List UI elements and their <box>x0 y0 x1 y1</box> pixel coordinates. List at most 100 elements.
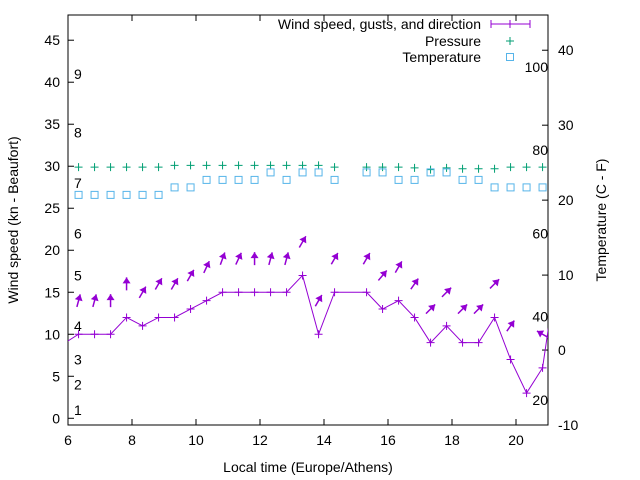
temperature-point <box>154 190 163 199</box>
y-tick-label: 25 <box>44 200 60 216</box>
temperature-point <box>410 175 419 184</box>
pressure-point <box>202 161 211 170</box>
temperature-point <box>442 168 451 177</box>
gust-arrow-head <box>444 287 452 295</box>
gust-arrow-head <box>411 278 419 286</box>
fahrenheit-label: 100 <box>525 59 549 75</box>
plot-area <box>68 161 548 398</box>
wind-speed-point <box>122 313 131 322</box>
y2-tick-label: 10 <box>558 267 574 283</box>
y-tick-label: 45 <box>44 32 60 48</box>
y2-tick-label: 20 <box>558 192 574 208</box>
pressure-point <box>506 163 515 172</box>
temperature-point <box>138 190 147 199</box>
fahrenheit-label: 80 <box>532 142 548 158</box>
y2-tick-label: 40 <box>558 42 574 58</box>
beaufort-label: 7 <box>74 175 82 191</box>
gust-arrow <box>282 252 291 266</box>
gust-arrow-head <box>331 253 339 261</box>
wind-speed-point <box>506 355 515 364</box>
legend-label: Pressure <box>425 33 481 49</box>
pressure-point <box>74 163 83 172</box>
wind-speed-point <box>186 305 195 314</box>
y2-tick-label: 0 <box>558 342 566 358</box>
gust-arrow <box>457 303 468 315</box>
gust-arrow <box>410 278 419 290</box>
wind-speed-point <box>474 338 483 347</box>
gust-arrow-head <box>299 236 307 244</box>
temperature-point <box>250 175 259 184</box>
wind-speed-point <box>266 288 275 297</box>
temperature-point <box>474 175 483 184</box>
x-tick-label: 6 <box>64 432 72 448</box>
beaufort-label: 4 <box>74 318 82 334</box>
x-tick-label: 20 <box>508 432 524 448</box>
wind-speed-point <box>106 330 115 339</box>
y-tick-label: 10 <box>44 326 60 342</box>
gust-arrow-head <box>122 277 131 284</box>
gust-arrow <box>218 252 227 266</box>
plot-border <box>67 14 549 426</box>
temperature-point <box>378 168 387 177</box>
temperature-point <box>186 183 195 192</box>
gust-arrow <box>425 303 436 315</box>
x-tick-label: 14 <box>316 432 332 448</box>
wind-speed-point <box>362 288 371 297</box>
temperature-point <box>522 183 531 192</box>
pressure-point <box>282 161 291 170</box>
pressure-point <box>138 163 147 172</box>
gust-arrow <box>138 286 147 299</box>
gust-arrow-head <box>282 252 291 260</box>
gust-arrow <box>250 252 259 266</box>
beaufort-label: 9 <box>74 66 82 82</box>
temperature-point <box>506 183 515 192</box>
gust-arrow-head <box>363 253 371 261</box>
temperature-point <box>538 183 547 192</box>
x-tick-label: 10 <box>188 432 204 448</box>
y-tick-label: 40 <box>44 74 60 90</box>
wind-speed-point <box>90 330 99 339</box>
pressure-point <box>90 163 99 172</box>
gust-arrow-head <box>90 294 99 302</box>
pressure-point <box>186 161 195 170</box>
wind-speed-point <box>538 363 547 372</box>
pressure-point <box>106 163 115 172</box>
wind-speed-point <box>394 296 403 305</box>
gust-arrow-head <box>235 252 243 260</box>
pressure-point <box>442 163 451 172</box>
gust-arrow-head <box>106 294 115 301</box>
gust-arrow <box>90 294 99 308</box>
x-tick-label: 8 <box>128 432 136 448</box>
beaufort-label: 2 <box>74 377 82 393</box>
gust-arrow-head <box>395 261 403 269</box>
gust-arrow-head <box>315 295 323 303</box>
beaufort-label: 5 <box>74 267 82 283</box>
y2-tick-label: -10 <box>558 417 578 433</box>
fahrenheit-label: 40 <box>532 309 548 325</box>
wind-speed-point <box>426 338 435 347</box>
y-tick-label: 5 <box>52 368 60 384</box>
temperature-point <box>122 190 131 199</box>
y-tick-label: 30 <box>44 158 60 174</box>
wind-speed-point <box>490 313 499 322</box>
wind-speed-point <box>458 338 467 347</box>
gust-arrow-head <box>476 304 484 312</box>
gust-arrow <box>473 303 484 315</box>
temperature-point <box>74 190 83 199</box>
fahrenheit-label: 20 <box>532 392 548 408</box>
y-tick-label: 20 <box>44 242 60 258</box>
gust-arrow-head <box>507 320 515 328</box>
pressure-point <box>378 163 387 172</box>
pressure-point <box>426 165 435 174</box>
pressure-point <box>170 161 179 170</box>
x-tick-label: 12 <box>252 432 268 448</box>
gust-arrow-head <box>74 294 83 302</box>
gust-arrow <box>314 294 323 307</box>
gust-arrow-head <box>155 278 163 286</box>
x-axis-label: Local time (Europe/Athens) <box>223 459 393 475</box>
temperature-point <box>314 168 323 177</box>
pressure-point <box>250 161 259 170</box>
x-tick-label: 16 <box>380 432 396 448</box>
gust-arrow <box>362 252 371 265</box>
